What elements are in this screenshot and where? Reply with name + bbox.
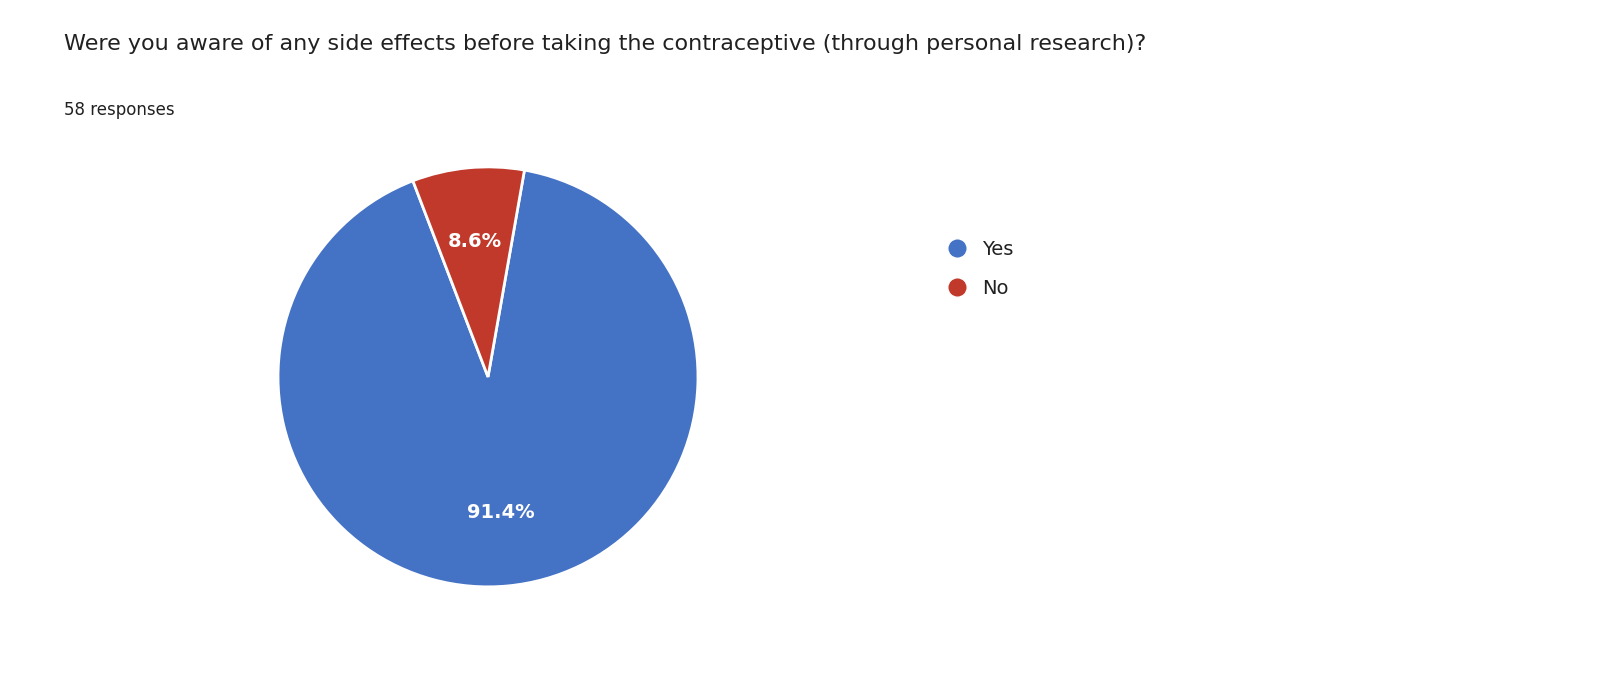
Text: 58 responses: 58 responses bbox=[64, 101, 174, 119]
Text: Were you aware of any side effects before taking the contraceptive (through pers: Were you aware of any side effects befor… bbox=[64, 34, 1146, 54]
Wedge shape bbox=[413, 167, 525, 377]
Text: 8.6%: 8.6% bbox=[448, 232, 502, 250]
Text: 91.4%: 91.4% bbox=[467, 503, 534, 522]
Legend: Yes, No: Yes, No bbox=[938, 230, 1024, 308]
Wedge shape bbox=[278, 170, 698, 587]
